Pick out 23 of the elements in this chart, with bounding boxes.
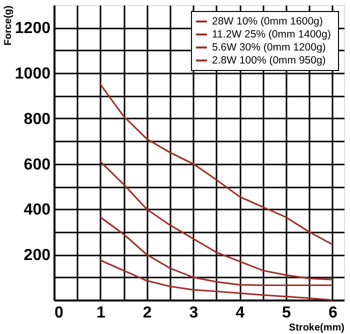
x-tick-label: 0: [54, 304, 64, 322]
y-tick-label: 600: [24, 156, 51, 174]
x-tick-label: 1: [96, 304, 106, 322]
x-tick-label: 3: [189, 304, 198, 322]
y-tick-label: 200: [24, 247, 51, 264]
y-tick-label: 1200: [14, 20, 51, 38]
legend-label: 2.8W 100% (0mm 950g): [212, 54, 326, 66]
x-tick-label: 5: [282, 304, 292, 322]
line-series: [100, 259, 334, 301]
x-axis-title: Stroke(mm): [288, 322, 344, 334]
y-tick-label: 400: [24, 202, 51, 219]
legend-label: 11.2W 25% (0mm 1400g): [212, 28, 331, 40]
x-tick-label: 6: [328, 304, 338, 322]
y-axis-title: Force(g): [2, 6, 14, 46]
line-series: [100, 160, 334, 280]
x-tick-label: 4: [236, 304, 245, 322]
line-series: [100, 84, 334, 246]
line-series: [100, 216, 334, 286]
legend-label: 5.6W 30% (0mm 1200g): [212, 42, 326, 54]
x-tick-label: 2: [142, 304, 152, 322]
legend-label: 28W 10% (0mm 1600g): [212, 16, 323, 28]
y-tick-label: 1000: [14, 66, 51, 83]
y-tick-label: 800: [24, 110, 51, 128]
